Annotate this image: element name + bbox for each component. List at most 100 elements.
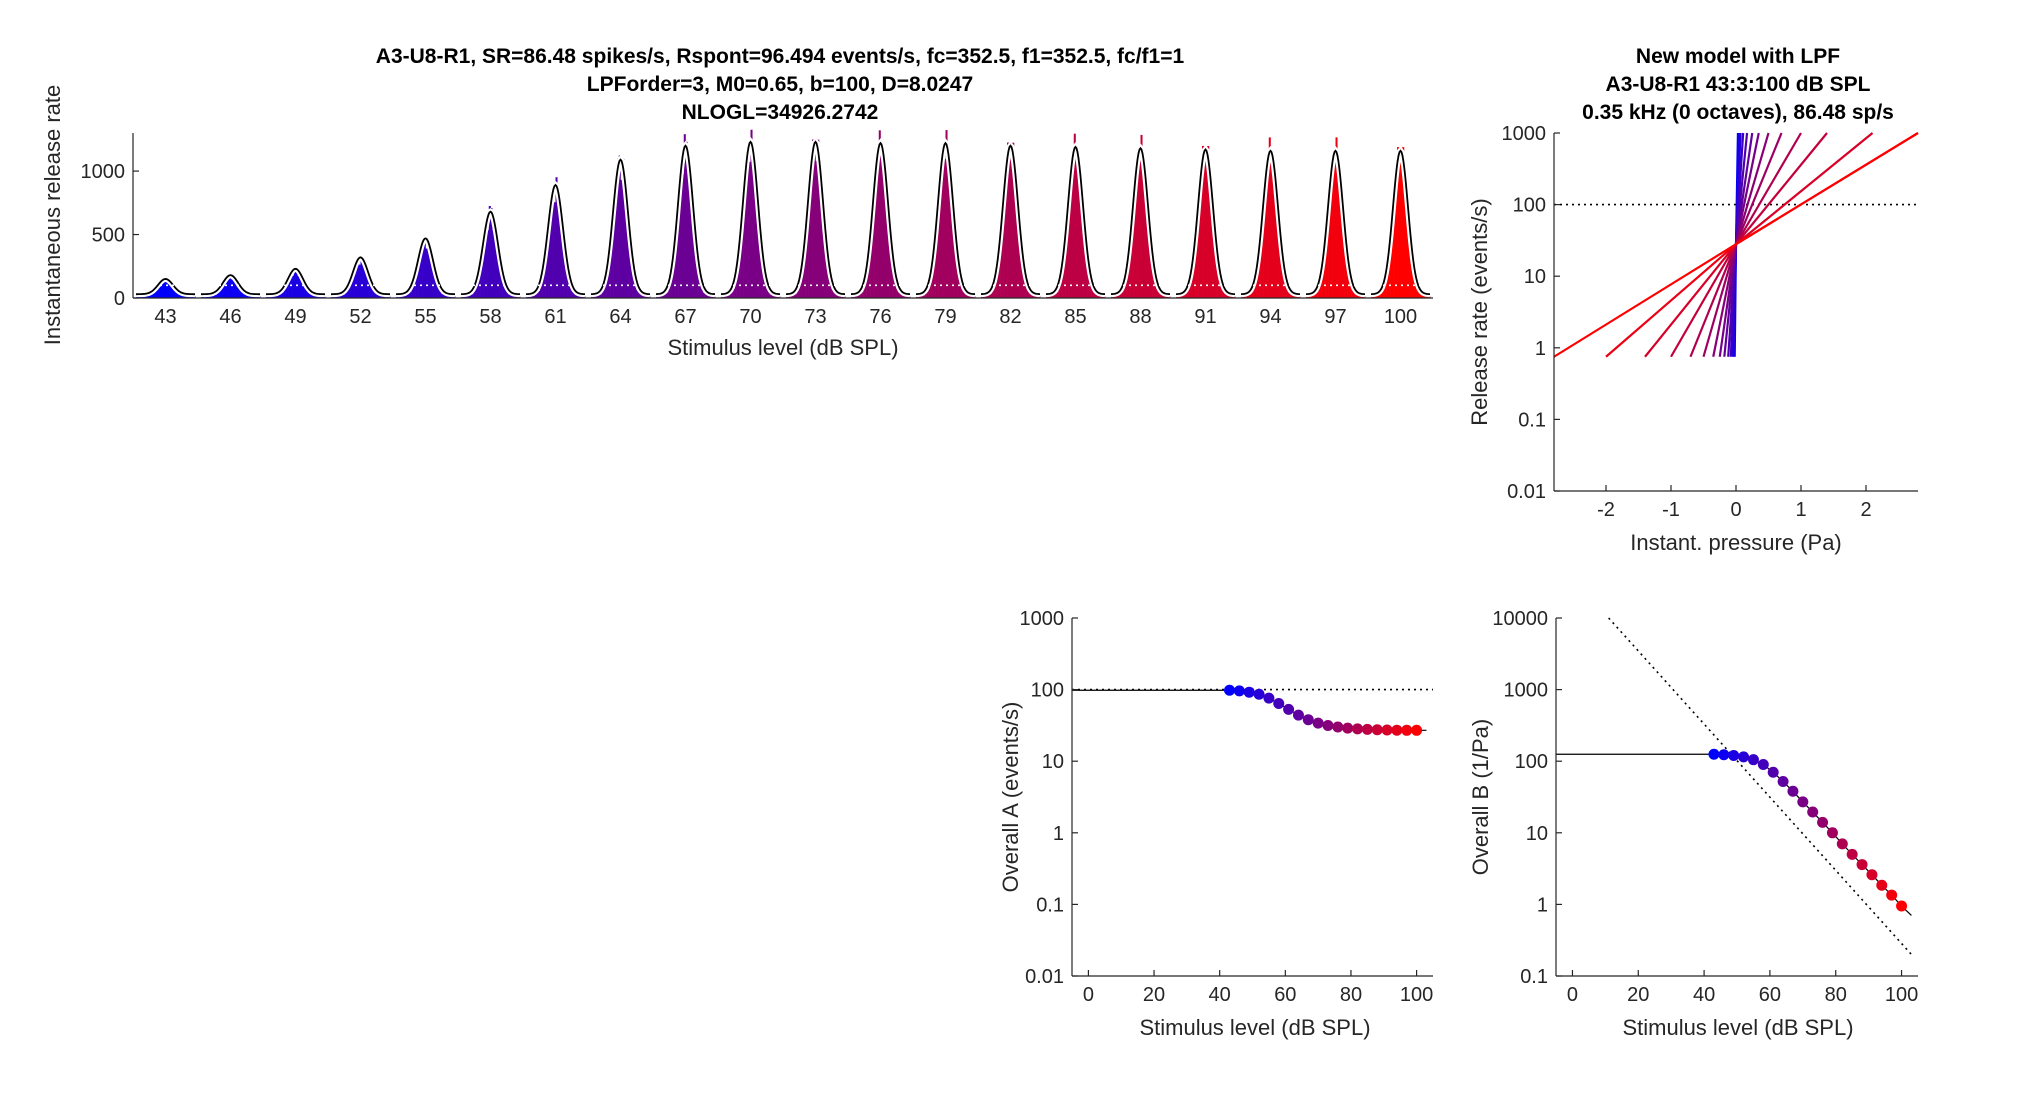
psth-bar xyxy=(572,292,575,298)
psth-bar xyxy=(687,174,690,298)
psth-bar xyxy=(622,158,625,298)
psth-bar xyxy=(1342,221,1345,298)
psth-x-tick-label: 79 xyxy=(934,306,956,328)
psth-bar xyxy=(957,269,960,298)
psth-bar xyxy=(906,295,909,298)
psth-bar xyxy=(1191,268,1194,298)
psth-bar xyxy=(1143,184,1147,298)
psth-bar xyxy=(1386,269,1389,298)
overall-a-x-tick-label: 80 xyxy=(1340,984,1362,1006)
psth-bar xyxy=(1124,279,1127,298)
psth-bar xyxy=(174,290,177,298)
overall-b-point xyxy=(1817,816,1829,828)
psth-y-label: Instantaneous release rate xyxy=(40,85,65,346)
psth-bar xyxy=(175,291,178,298)
psth-bar xyxy=(500,272,503,298)
psth-bar xyxy=(363,270,367,298)
psth-bar xyxy=(552,188,555,298)
psth-bar xyxy=(945,130,948,298)
psth-bar xyxy=(1256,272,1259,298)
psth-bar xyxy=(839,295,842,298)
psth-bar xyxy=(729,293,732,298)
psth-bar xyxy=(302,284,305,298)
psth-bar xyxy=(204,296,207,298)
psth-bar xyxy=(851,296,854,298)
psth-bar xyxy=(422,238,425,298)
psth-bar xyxy=(1393,201,1396,298)
psth-bar xyxy=(418,254,421,298)
psth-bar xyxy=(227,275,230,298)
psth-bar xyxy=(300,276,303,298)
psth-x-label: Stimulus level (dB SPL) xyxy=(667,335,898,360)
psth-bar xyxy=(917,296,920,298)
psth-bar xyxy=(1114,295,1117,298)
overall-a-point xyxy=(1401,724,1413,736)
psth-x-tick-label: 55 xyxy=(414,306,436,328)
io-series-line xyxy=(1605,132,1919,358)
overall-a-point xyxy=(1283,703,1295,715)
psth-bar xyxy=(360,255,363,298)
psth-bar xyxy=(427,238,430,298)
io-x-tick-label: 2 xyxy=(1860,499,1871,521)
psth-bar xyxy=(1116,295,1119,298)
overall-a-y-tick-label: 1000 xyxy=(1020,608,1065,630)
psth-bar xyxy=(599,294,602,298)
psth-bar xyxy=(420,256,423,298)
overall-a-point xyxy=(1352,723,1364,735)
psth-bar xyxy=(940,158,943,298)
psth-bar xyxy=(1414,281,1417,298)
psth-bar xyxy=(377,294,380,298)
psth-bar xyxy=(813,139,816,298)
psth-bar xyxy=(1020,260,1023,298)
psth-bar xyxy=(1381,291,1384,298)
psth-bar xyxy=(285,284,288,298)
overall-a-point xyxy=(1381,724,1393,736)
psth-bar xyxy=(237,284,240,298)
psth-bar xyxy=(223,280,226,298)
psth-bar xyxy=(466,296,469,298)
psth-bar xyxy=(495,235,498,298)
psth-bar xyxy=(1307,296,1310,298)
psth-bar xyxy=(1026,288,1029,298)
io-series-line xyxy=(1689,132,1802,358)
psth-bar xyxy=(1417,291,1420,298)
psth-bar xyxy=(1128,260,1131,298)
psth-bar xyxy=(1323,259,1326,298)
psth-bar xyxy=(481,258,484,298)
psth-bar xyxy=(969,296,972,298)
psth-bar xyxy=(1224,293,1227,298)
io-series-line xyxy=(1670,132,1828,358)
psth-bar xyxy=(887,224,890,298)
psth-x-tick-label: 52 xyxy=(349,306,371,328)
psth-bar xyxy=(451,296,454,298)
io-x-ticks: -2 -1 0 1 2 xyxy=(1597,485,1872,521)
psth-bar xyxy=(1294,295,1297,298)
psth-bar xyxy=(1123,288,1126,298)
psth-bar xyxy=(367,274,370,298)
psth-bar xyxy=(1157,291,1160,298)
overall-a-y-tick-label: 0.01 xyxy=(1025,966,1064,988)
psth-fit-curve xyxy=(1045,145,1106,296)
psth-bar xyxy=(408,292,411,298)
psth-bar xyxy=(825,261,828,298)
psth-bar xyxy=(425,248,428,298)
overall-a-x-label: Stimulus level (dB SPL) xyxy=(1139,1015,1370,1040)
psth-fit-curve xyxy=(201,274,260,296)
overall-b-point xyxy=(1747,754,1759,766)
psth-bar xyxy=(885,190,888,298)
psth-bar xyxy=(357,257,360,298)
psth-bar xyxy=(546,235,549,298)
psth-bar xyxy=(233,277,237,298)
psth-bar xyxy=(831,288,834,298)
psth-bar xyxy=(1258,254,1261,298)
psth-bar xyxy=(701,287,704,298)
psth-bar xyxy=(1377,295,1380,298)
overall-b-x-tick-label: 100 xyxy=(1885,984,1918,1006)
overall-a-point xyxy=(1273,697,1285,709)
psth-bar xyxy=(738,260,741,298)
psth-bar xyxy=(369,284,372,298)
psth-bar xyxy=(882,169,885,298)
psth-bar xyxy=(606,271,609,298)
psth-bar xyxy=(423,235,426,298)
overall-a-x-tick-label: 0 xyxy=(1083,984,1094,1006)
